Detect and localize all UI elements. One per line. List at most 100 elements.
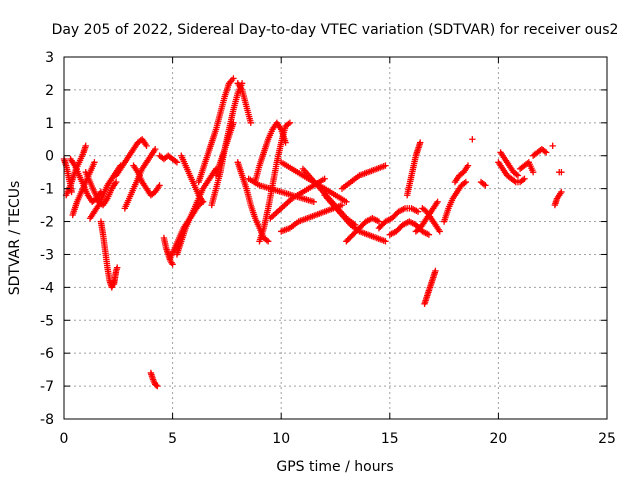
y-tick-label: -2 — [40, 215, 54, 231]
data-point-marker — [112, 178, 120, 186]
series-s48 — [549, 142, 556, 150]
x-axis-label: GPS time / hours — [276, 459, 393, 475]
data-point-marker — [321, 175, 328, 182]
series-s35 — [386, 218, 433, 238]
data-point-marker — [97, 188, 105, 196]
data-point-marker — [343, 198, 350, 205]
data-point-marker — [480, 181, 488, 188]
data-point-marker — [285, 120, 292, 128]
data-point-marker — [338, 201, 346, 209]
data-point-marker — [382, 162, 389, 169]
series-s39 — [421, 267, 439, 308]
y-tick-label: -4 — [40, 280, 54, 296]
series-s45 — [497, 149, 522, 179]
y-tick-label: -3 — [40, 247, 54, 263]
series-s38 — [412, 198, 441, 235]
data-point-marker — [464, 162, 472, 169]
data-point-marker — [417, 139, 424, 146]
series-s06 — [97, 218, 118, 291]
data-point-marker — [264, 238, 272, 245]
y-tick-label: 0 — [45, 149, 54, 165]
x-axis-ticks: 0 5 10 15 20 25 — [60, 57, 616, 447]
data-point-marker — [375, 218, 383, 225]
x-tick-label: 20 — [489, 431, 507, 447]
data-point-marker — [461, 179, 468, 187]
series-s32 — [338, 162, 389, 192]
y-tick-label: 3 — [45, 50, 54, 66]
series-s03 — [67, 155, 105, 205]
data-point-marker — [263, 236, 270, 244]
data-point-marker — [541, 148, 548, 155]
data-point-marker — [152, 145, 159, 153]
y-tick-label: -6 — [40, 346, 54, 362]
data-point-marker — [549, 142, 556, 150]
y-tick-label: -5 — [40, 313, 54, 329]
data-point-marker — [558, 188, 565, 196]
data-point-marker — [114, 264, 121, 271]
series-s12 — [147, 369, 161, 390]
series-s34 — [375, 205, 422, 232]
x-tick-label: 0 — [60, 431, 69, 447]
data-point-marker — [511, 177, 518, 185]
series-s44 — [495, 159, 528, 186]
series-s07 — [110, 264, 121, 288]
data-point-marker — [169, 261, 176, 268]
series-s47 — [529, 145, 550, 159]
data-point-marker — [529, 168, 537, 176]
data-point-marker — [91, 159, 98, 166]
x-tick-label: 15 — [381, 431, 399, 447]
data-point-marker — [143, 142, 150, 150]
series-s36 — [403, 139, 424, 199]
grid-lines — [64, 57, 607, 419]
y-tick-label: 2 — [45, 83, 54, 99]
series-s33 — [343, 215, 383, 245]
chart-title: Day 205 of 2022, Sidereal Day-to-day VTE… — [52, 22, 619, 38]
x-tick-label: 5 — [168, 431, 177, 447]
series-s09 — [112, 136, 150, 179]
data-point-marker — [469, 136, 476, 143]
data-series-group — [60, 75, 565, 390]
data-point-marker — [199, 198, 207, 205]
x-tick-label: 10 — [272, 431, 290, 447]
y-tick-label: 1 — [45, 116, 54, 132]
data-point-marker — [514, 172, 522, 179]
series-s31 — [321, 192, 389, 245]
series-s40 — [440, 178, 470, 225]
data-point-marker — [382, 238, 389, 245]
series-s13 — [156, 152, 181, 166]
series-s16 — [173, 198, 207, 258]
data-point-marker — [519, 176, 527, 184]
series-s24 — [251, 119, 289, 186]
data-point-marker — [230, 119, 237, 127]
data-point-marker — [173, 159, 181, 166]
data-point-marker — [230, 75, 237, 82]
series-s46 — [516, 159, 537, 176]
series-s22 — [234, 80, 254, 127]
data-point-marker — [310, 198, 317, 205]
y-axis-ticks: -8 -7 -6 -5 -4 -3 -2 -1 0 1 2 3 — [40, 50, 607, 428]
data-point-marker — [156, 182, 163, 189]
data-point-marker — [482, 182, 489, 189]
data-point-marker — [82, 142, 89, 150]
series-s26 — [245, 175, 317, 205]
series-s49 — [551, 188, 565, 209]
series-s21 — [212, 119, 237, 179]
y-tick-label: -7 — [40, 379, 54, 395]
data-point-marker — [558, 168, 565, 176]
data-point-marker — [521, 175, 528, 182]
data-point-marker — [247, 119, 254, 127]
data-point-marker — [436, 228, 443, 235]
data-point-marker — [513, 171, 520, 178]
series-s19 — [195, 75, 237, 186]
data-point-marker — [462, 178, 470, 186]
y-axis-label: SDTVAR / TECUs — [7, 181, 23, 296]
series-s18 — [186, 165, 220, 222]
x-tick-label: 25 — [598, 431, 616, 447]
data-point-marker — [286, 119, 294, 127]
series-s25 — [256, 119, 294, 245]
series-s43 — [477, 178, 489, 189]
series-s10 — [121, 145, 159, 212]
series-s50 — [556, 168, 565, 176]
y-tick-label: -8 — [40, 412, 54, 428]
